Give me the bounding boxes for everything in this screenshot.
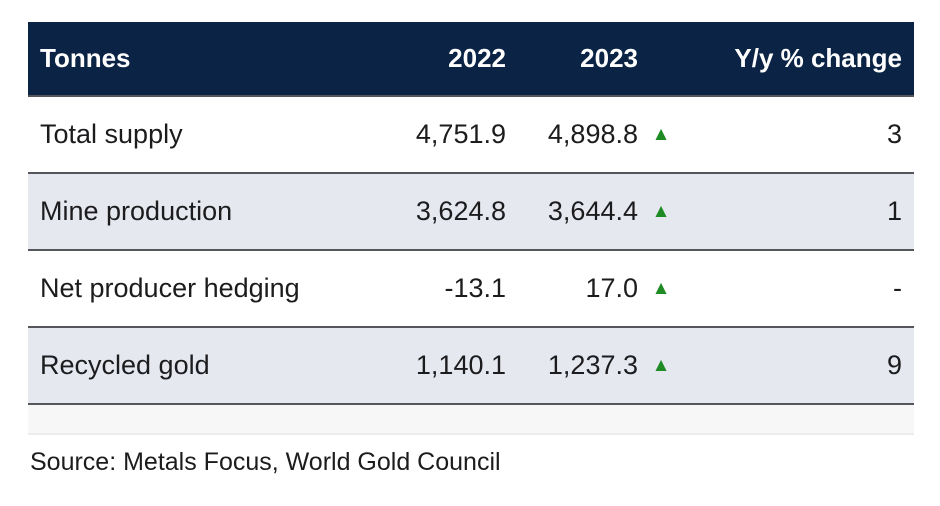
- header-tonnes: Tonnes: [40, 43, 131, 73]
- row-label: Net producer hedging: [40, 273, 300, 303]
- value-2022: 4,751.9: [415, 119, 506, 149]
- value-2023: 17.0: [585, 273, 638, 303]
- yoy-change: -: [893, 273, 902, 303]
- value-2023: 1,237.3: [547, 350, 638, 380]
- row-label: Mine production: [40, 196, 233, 226]
- value-2022: -13.1: [444, 273, 506, 303]
- yoy-change: 1: [886, 196, 902, 226]
- table-footer-spacer: [28, 403, 914, 435]
- up-arrow-icon: ▲: [651, 200, 671, 222]
- yoy-change: 3: [886, 119, 902, 149]
- table-row: Recycled gold 1,140.1 1,237.3 ▲ 9: [28, 326, 914, 403]
- row-label: Total supply: [40, 119, 183, 149]
- yoy-change: 9: [886, 350, 902, 380]
- up-arrow-icon: ▲: [651, 123, 671, 145]
- table-row: Mine production 3,624.8 3,644.4 ▲ 1: [28, 172, 914, 249]
- value-2022: 3,624.8: [415, 196, 506, 226]
- table-header-row: Tonnes 2022 2023 Y/y % change: [28, 22, 914, 95]
- table-row: Net producer hedging -13.1 17.0 ▲ -: [28, 249, 914, 326]
- header-2023: 2023: [580, 43, 638, 73]
- table-row: Total supply 4,751.9 4,898.8 ▲ 3: [28, 95, 914, 172]
- up-arrow-icon: ▲: [651, 277, 671, 299]
- value-2022: 1,140.1: [415, 350, 506, 380]
- value-2023: 4,898.8: [547, 119, 638, 149]
- gold-supply-table: Tonnes 2022 2023 Y/y % change Total supp…: [28, 22, 914, 435]
- up-arrow-icon: ▲: [651, 354, 671, 376]
- header-2022: 2022: [448, 43, 506, 73]
- value-2023: 3,644.4: [547, 196, 638, 226]
- header-yoy-change: Y/y % change: [734, 43, 902, 73]
- row-label: Recycled gold: [40, 350, 210, 380]
- source-attribution: Source: Metals Focus, World Gold Council: [30, 448, 501, 476]
